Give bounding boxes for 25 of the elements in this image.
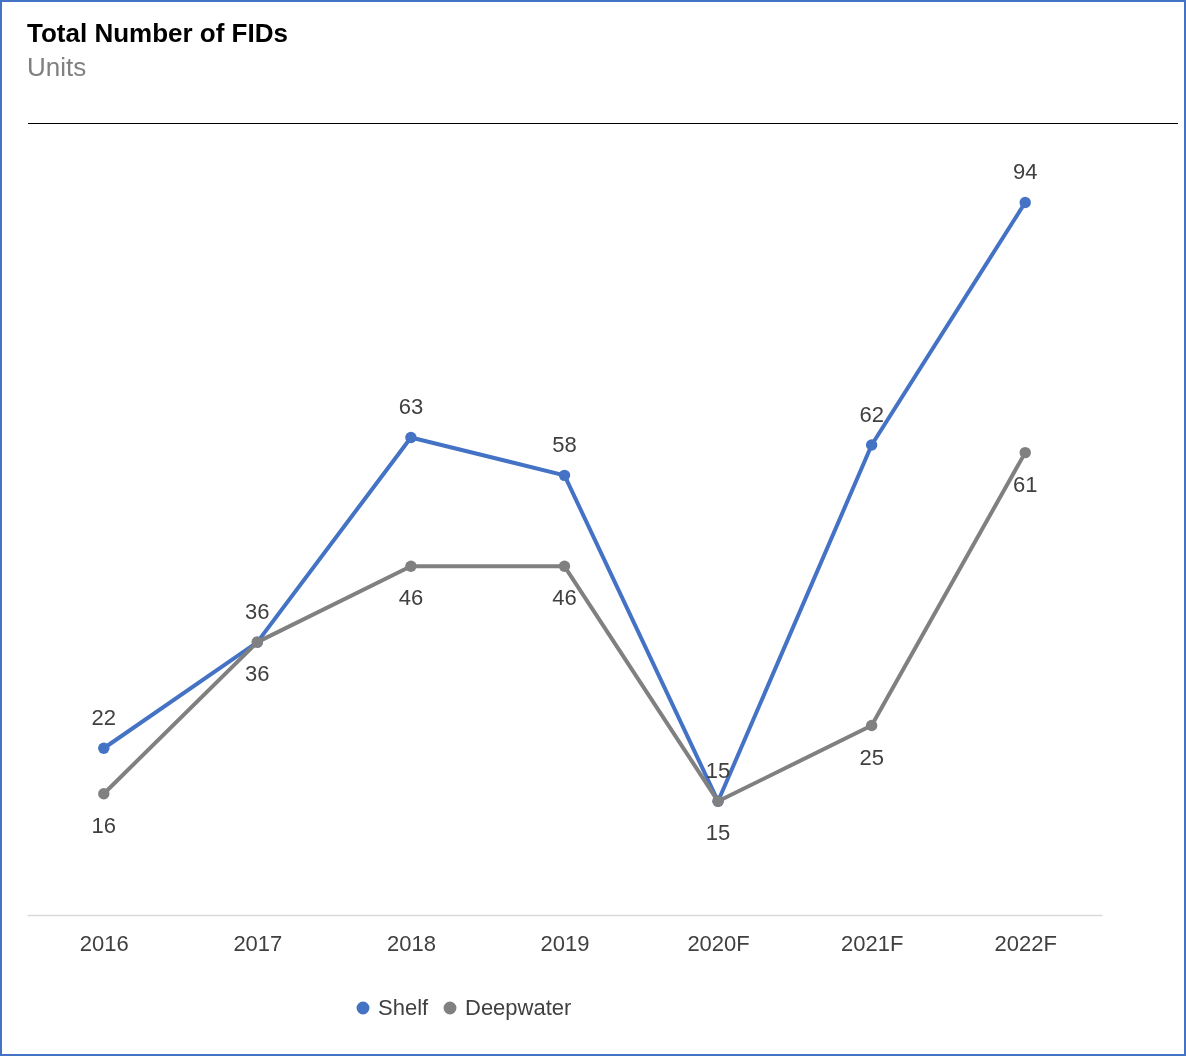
data-label: 22 [91,705,117,731]
data-label: 36 [245,599,270,625]
data-label: 46 [398,585,424,611]
legend-label: Deepwater [465,995,572,1020]
data-label: 63 [398,394,424,420]
x-tick-label: 2016 [79,930,129,956]
data-label: 25 [859,744,884,770]
chart-subtitle: Units [27,52,87,82]
data-label: 15 [705,758,731,784]
data-label: 15 [705,820,731,846]
x-tick-label: 2018 [386,930,436,956]
x-tick-label: 2020F [687,930,750,956]
data-label: 62 [859,402,884,428]
data-label: 61 [1012,471,1038,497]
x-tick-label: 2017 [233,930,283,956]
x-tick-label: 2021F [840,930,904,956]
data-label: 58 [552,432,577,458]
data-label: 46 [552,585,577,611]
data-label: 94 [1012,159,1038,185]
chart-title: Total Number of FIDs [27,18,288,48]
x-tick-label: 2022F [994,930,1057,956]
data-label: 36 [245,661,270,687]
legend-label: Shelf [378,995,430,1020]
x-tick-label: 2019 [540,930,590,956]
data-label: 16 [91,812,117,838]
